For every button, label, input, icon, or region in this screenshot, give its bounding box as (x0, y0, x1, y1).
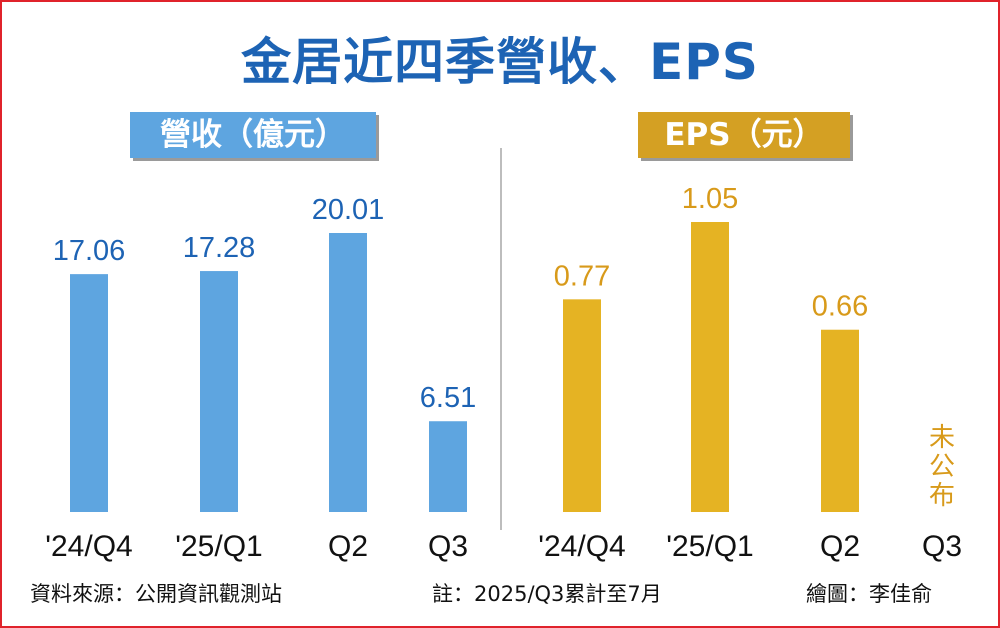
eps-bar (563, 299, 601, 512)
revenue-value-label: 17.06 (53, 235, 126, 267)
revenue-bar (329, 233, 367, 512)
eps-x-tick-label: Q2 (820, 530, 860, 563)
source-note: 資料來源：公開資訊觀測站 (30, 582, 282, 606)
revenue-x-tick-label: '25/Q1 (175, 530, 262, 563)
eps-panel-label: EPS（元） (638, 112, 850, 158)
revenue-bar (70, 274, 108, 512)
eps-x-tick-label: Q3 (922, 530, 962, 563)
revenue-value-label: 20.01 (312, 194, 385, 226)
eps-x-tick-label: '24/Q4 (538, 530, 625, 563)
revenue-bar (429, 421, 467, 512)
chart-title: 金居近四季營收、EPS (241, 33, 759, 91)
eps-value-label: 0.66 (812, 291, 868, 323)
panel-divider (500, 148, 502, 530)
eps-bar (691, 222, 729, 512)
data-note: 註：2025/Q3累計至7月 (432, 582, 662, 606)
revenue-x-tick-label: '24/Q4 (45, 530, 132, 563)
revenue-value-label: 17.28 (183, 232, 256, 264)
revenue-panel-label: 營收（億元） (130, 112, 376, 158)
eps-value-label: 0.77 (554, 260, 610, 292)
eps-annotation-char: 未 (929, 423, 955, 453)
revenue-value-label: 6.51 (420, 382, 476, 414)
eps-annotation-char: 公 (929, 452, 955, 482)
revenue-bar (200, 271, 238, 512)
revenue-x-tick-label: Q3 (428, 530, 468, 563)
eps-annotation-char: 布 (929, 481, 955, 511)
revenue-x-tick-label: Q2 (328, 530, 368, 563)
credit-note: 繪圖：李佳俞 (806, 582, 932, 606)
eps-bar (821, 329, 859, 512)
eps-value-label: 1.05 (682, 183, 738, 215)
eps-x-tick-label: '25/Q1 (666, 530, 753, 563)
